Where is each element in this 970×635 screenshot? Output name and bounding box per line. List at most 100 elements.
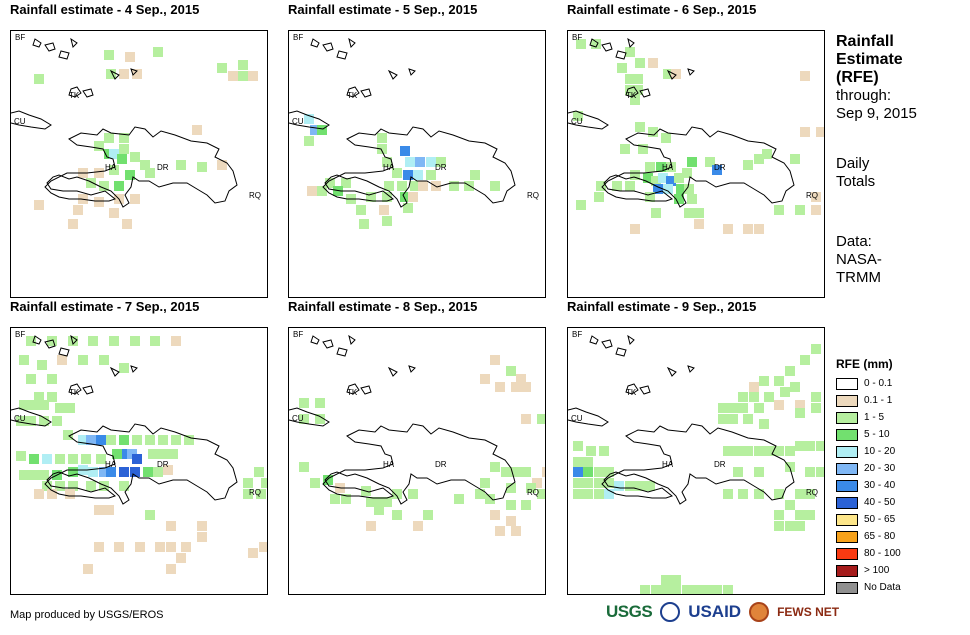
- rainfall-cell: [790, 382, 800, 392]
- legend-swatch: [836, 411, 858, 424]
- rainfall-cell: [651, 585, 661, 594]
- sidebar-through-label: through:: [836, 87, 892, 104]
- legend-title: RFE (mm): [836, 357, 893, 371]
- map-label-ha: HA: [662, 163, 674, 172]
- rainfall-cell: [604, 489, 614, 499]
- rainfall-cell: [117, 154, 127, 164]
- legend-swatch: [836, 394, 858, 407]
- rainfall-cell: [749, 382, 759, 392]
- rainfall-cell: [119, 144, 129, 154]
- rainfall-cell: [16, 451, 26, 461]
- rainfall-cell: [47, 336, 57, 346]
- legend-swatch: [836, 428, 858, 441]
- legend-item: 80 - 100: [836, 545, 901, 562]
- rainfall-cell: [39, 400, 49, 410]
- rainfall-cell: [754, 446, 764, 456]
- rainfall-map-panel: BF CU TK HA DR RQ: [288, 327, 546, 595]
- map-label-bf: BF: [572, 33, 583, 42]
- rainfall-cell: [254, 467, 264, 477]
- rainfall-cell: [671, 69, 681, 79]
- rainfall-cell: [811, 205, 821, 215]
- rainfall-cell: [743, 414, 753, 424]
- rainfall-cell: [738, 403, 748, 413]
- rainfall-cell: [125, 52, 135, 62]
- rainfall-cell: [816, 441, 824, 451]
- rainfall-cell: [426, 170, 436, 180]
- sidebar-data-label: Data:: [836, 233, 872, 250]
- legend-item: 10 - 20: [836, 443, 901, 460]
- rainfall-cell: [125, 170, 135, 180]
- rainfall-cell: [299, 462, 309, 472]
- rainfall-cell: [403, 170, 413, 180]
- rainfall-cell: [599, 446, 609, 456]
- rainfall-cell: [330, 494, 340, 504]
- legend-label: 20 - 30: [864, 463, 896, 474]
- rainfall-cell: [454, 494, 464, 504]
- map-label-dr: DR: [435, 163, 447, 172]
- rainfall-cell: [661, 585, 671, 594]
- rainfall-cell: [132, 69, 142, 79]
- rainfall-cell: [506, 366, 516, 376]
- rainfall-cell: [359, 219, 369, 229]
- rainfall-cell: [762, 149, 772, 159]
- rainfall-map-panel: BF CU TK HA DR RQ: [567, 327, 825, 595]
- rainfall-cell: [299, 398, 309, 408]
- rainfall-cell: [39, 416, 49, 426]
- coastline-path: [44, 126, 238, 208]
- rainfall-cell: [526, 483, 536, 493]
- rainfall-cell: [197, 521, 207, 531]
- usaid-logo: USAID: [688, 602, 742, 621]
- rainfall-cell: [774, 446, 784, 456]
- rainfall-cell: [728, 414, 738, 424]
- rainfall-cell: [754, 467, 764, 477]
- rainfall-cell: [712, 585, 722, 594]
- coastline-path: [346, 86, 372, 98]
- rainfall-cell: [65, 489, 75, 499]
- rainfall-cell: [140, 160, 150, 170]
- rainfall-cell: [382, 216, 392, 226]
- rainfall-cell: [705, 157, 715, 167]
- legend-label: 80 - 100: [864, 548, 901, 559]
- rainfall-cell: [16, 416, 26, 426]
- rfe-legend: RFE (mm) 0 - 0.1 0.1 - 1 1 - 5 5 - 10 10 - 2…: [836, 357, 901, 596]
- rainfall-cell: [738, 392, 748, 402]
- rainfall-cell: [119, 435, 129, 445]
- rainfall-cell: [55, 481, 65, 491]
- rainfall-cell: [663, 69, 673, 79]
- coastline-path: [310, 334, 416, 377]
- rainfall-cell: [408, 192, 418, 202]
- rainfall-cell: [248, 71, 258, 81]
- rainfall-cell: [633, 85, 643, 95]
- coastline-outline: [289, 37, 516, 208]
- rainfall-cell: [785, 500, 795, 510]
- rainfall-cell: [176, 553, 186, 563]
- rainfall-cell: [382, 192, 392, 202]
- rainfall-cell: [94, 197, 104, 207]
- rainfall-cell: [625, 47, 635, 57]
- rainfall-cell: [143, 467, 153, 477]
- rainfall-cell: [521, 467, 531, 477]
- rainfall-cell: [426, 157, 436, 167]
- rainfall-cell: [790, 154, 800, 164]
- panel-title: Rainfall estimate - 6 Sep., 2015: [567, 2, 757, 17]
- legend-label: > 100: [864, 565, 890, 576]
- rainfall-cell: [656, 162, 666, 172]
- legend-swatch: [836, 581, 858, 594]
- rainfall-cell: [495, 526, 505, 536]
- rainfall-cell: [405, 157, 415, 167]
- rainfall-cell: [109, 149, 119, 159]
- legend-label: 1 - 5: [864, 412, 885, 423]
- rainfall-cell: [148, 449, 158, 459]
- rainfall-cell: [130, 194, 140, 204]
- rainfall-cell: [122, 219, 132, 229]
- rainfall-cell: [785, 446, 795, 456]
- map-label-bf: BF: [15, 33, 26, 42]
- rainfall-cell: [591, 39, 601, 49]
- rainfall-cell: [635, 58, 645, 68]
- map-label-dr: DR: [714, 460, 726, 469]
- map-label-bf: BF: [293, 330, 304, 339]
- legend-label: 10 - 20: [864, 446, 896, 457]
- coastline-path: [322, 423, 516, 505]
- rainfall-cell: [774, 376, 784, 386]
- panel-title: Rainfall estimate - 8 Sep., 2015: [288, 299, 478, 314]
